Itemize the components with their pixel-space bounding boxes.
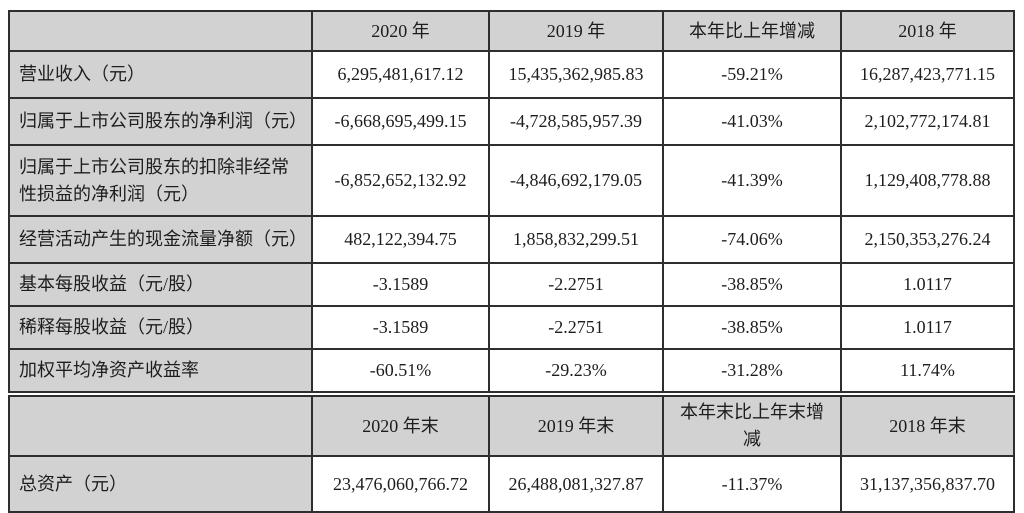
cell-diluted-eps-2019: -2.2751 <box>488 305 664 350</box>
table-row-basic-eps: 基本每股收益（元/股） -3.1589 -2.2751 -38.85% 1.01… <box>8 262 1015 307</box>
row-label: 总资产（元） <box>8 455 313 513</box>
table-row-total-assets: 总资产（元） 23,476,060,766.72 26,488,081,327.… <box>8 455 1015 513</box>
cell-net-profit-2020: -6,668,695,499.15 <box>311 97 490 146</box>
cell-net-profit-2018: 2,102,772,174.81 <box>840 97 1015 146</box>
column-header-yoy-change: 本年比上年增减 <box>662 10 842 52</box>
row-label: 经营活动产生的现金流量净额（元） <box>8 215 313 264</box>
row-label: 稀释每股收益（元/股） <box>8 305 313 350</box>
cell-total-assets-2020: 23,476,060,766.72 <box>311 455 490 513</box>
cell-roe-change: -31.28% <box>662 348 842 395</box>
corner-cell <box>8 10 313 52</box>
row-label: 归属于上市公司股东的扣除非经常性损益的净利润（元） <box>8 144 313 217</box>
cell-cashflow-change: -74.06% <box>662 215 842 264</box>
row-label: 基本每股收益（元/股） <box>8 262 313 307</box>
cell-diluted-eps-2018: 1.0117 <box>840 305 1015 350</box>
table-row-revenue: 营业收入（元） 6,295,481,617.12 15,435,362,985.… <box>8 50 1015 99</box>
cell-excl-change: -41.39% <box>662 144 842 217</box>
cell-excl-2019: -4,846,692,179.05 <box>488 144 664 217</box>
cell-revenue-2019: 15,435,362,985.83 <box>488 50 664 99</box>
table-row-weighted-avg-roe: 加权平均净资产收益率 -60.51% -29.23% -31.28% 11.74… <box>8 348 1015 395</box>
column-header-2020-year-end: 2020 年末 <box>311 391 490 457</box>
column-header-2019-year-end: 2019 年末 <box>488 391 664 457</box>
cell-revenue-change: -59.21% <box>662 50 842 99</box>
table-row-net-profit-excl-nonrecurring: 归属于上市公司股东的扣除非经常性损益的净利润（元） -6,852,652,132… <box>8 144 1015 217</box>
table-row-diluted-eps: 稀释每股收益（元/股） -3.1589 -2.2751 -38.85% 1.01… <box>8 305 1015 350</box>
column-header-2018: 2018 年 <box>840 10 1015 52</box>
cell-net-profit-2019: -4,728,585,957.39 <box>488 97 664 146</box>
cell-revenue-2018: 16,287,423,771.15 <box>840 50 1015 99</box>
cell-basic-eps-2019: -2.2751 <box>488 262 664 307</box>
table-header-row-year-end: 2020 年末 2019 年末 本年末比上年末增减 2018 年末 <box>8 391 1015 457</box>
cell-total-assets-2018: 31,137,356,837.70 <box>840 455 1015 513</box>
cell-total-assets-2019: 26,488,081,327.87 <box>488 455 664 513</box>
cell-excl-2020: -6,852,652,132.92 <box>311 144 490 217</box>
cell-cashflow-2019: 1,858,832,299.51 <box>488 215 664 264</box>
cell-excl-2018: 1,129,408,778.88 <box>840 144 1015 217</box>
cell-roe-2019: -29.23% <box>488 348 664 395</box>
column-header-year-end-change: 本年末比上年末增减 <box>662 391 842 457</box>
cell-basic-eps-change: -38.85% <box>662 262 842 307</box>
key-financial-data-table: 2020 年 2019 年 本年比上年增减 2018 年 营业收入（元） 6,2… <box>8 10 1015 513</box>
column-header-2019: 2019 年 <box>488 10 664 52</box>
financial-summary-table: 2020 年 2019 年 本年比上年增减 2018 年 营业收入（元） 6,2… <box>8 10 1015 513</box>
table-header-row: 2020 年 2019 年 本年比上年增减 2018 年 <box>8 10 1015 52</box>
cell-cashflow-2020: 482,122,394.75 <box>311 215 490 264</box>
cell-diluted-eps-change: -38.85% <box>662 305 842 350</box>
cell-total-assets-change: -11.37% <box>662 455 842 513</box>
corner-cell <box>8 391 313 457</box>
row-label: 归属于上市公司股东的净利润（元） <box>8 97 313 146</box>
table-row-net-profit: 归属于上市公司股东的净利润（元） -6,668,695,499.15 -4,72… <box>8 97 1015 146</box>
cell-diluted-eps-2020: -3.1589 <box>311 305 490 350</box>
row-label: 营业收入（元） <box>8 50 313 99</box>
table-row-operating-cash-flow: 经营活动产生的现金流量净额（元） 482,122,394.75 1,858,83… <box>8 215 1015 264</box>
cell-net-profit-change: -41.03% <box>662 97 842 146</box>
cell-roe-2020: -60.51% <box>311 348 490 395</box>
cell-cashflow-2018: 2,150,353,276.24 <box>840 215 1015 264</box>
cell-roe-2018: 11.74% <box>840 348 1015 395</box>
cell-revenue-2020: 6,295,481,617.12 <box>311 50 490 99</box>
column-header-2020: 2020 年 <box>311 10 490 52</box>
cell-basic-eps-2018: 1.0117 <box>840 262 1015 307</box>
cell-basic-eps-2020: -3.1589 <box>311 262 490 307</box>
column-header-2018-year-end: 2018 年末 <box>840 391 1015 457</box>
row-label: 加权平均净资产收益率 <box>8 348 313 395</box>
